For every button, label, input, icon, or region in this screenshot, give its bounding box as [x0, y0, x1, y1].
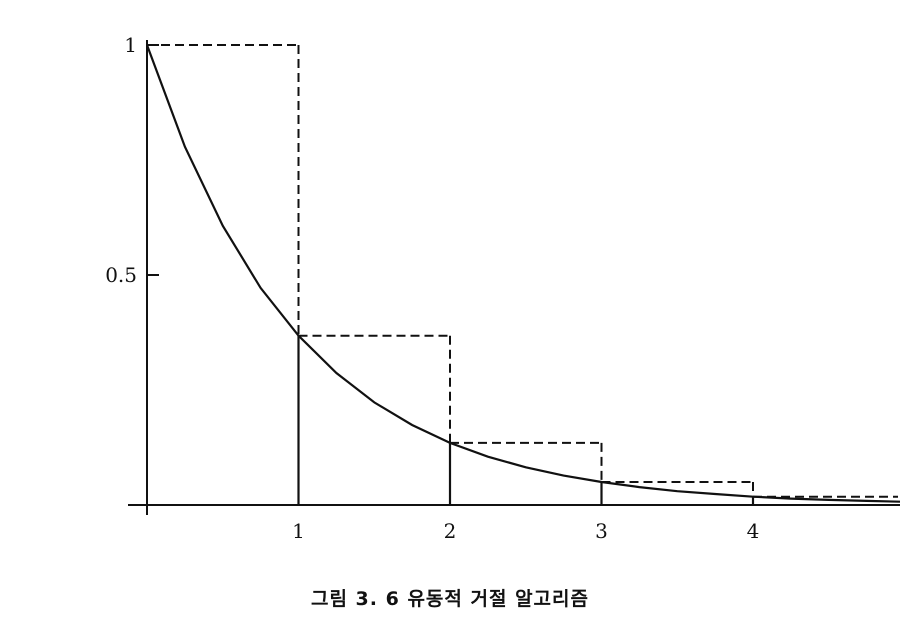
decay-curve: [145, 44, 900, 503]
x-tick-label: 1: [292, 519, 305, 543]
x-tick-label: 2: [444, 519, 457, 543]
y-tick-label: 0.5: [105, 263, 137, 287]
curve-layer: [145, 44, 900, 503]
y-tick-label: 1: [124, 33, 137, 57]
x-tick-label: 4: [747, 519, 760, 543]
x-tick-label: 3: [595, 519, 608, 543]
vertical-segments: [297, 335, 755, 505]
figure-caption: 그림 3. 6 유동적 거절 알고리즘: [310, 588, 589, 610]
tick-labels: 1 2 3 4 0.5 1: [105, 33, 759, 543]
envelope-dashed-steps: [147, 44, 898, 498]
